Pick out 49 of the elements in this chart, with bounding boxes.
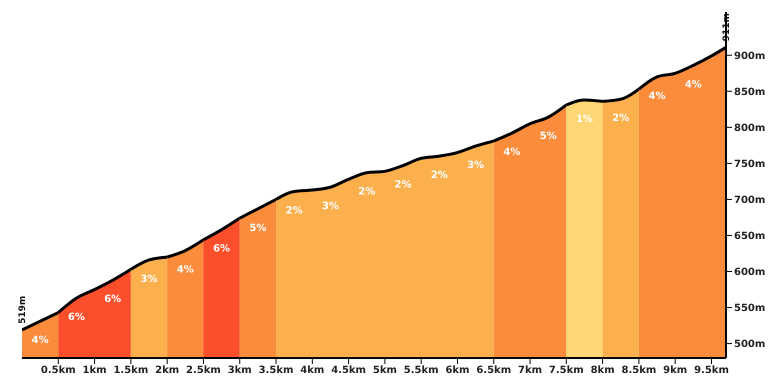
x-tick-label: 2.5km bbox=[186, 365, 221, 376]
annotation: 4% bbox=[684, 79, 702, 90]
annotation: 2% bbox=[430, 170, 448, 182]
x-tick-label: 4km bbox=[300, 365, 324, 376]
annotation: 6% bbox=[213, 244, 230, 255]
x-tick-label: 2km bbox=[155, 365, 180, 376]
y-tick-label: 900m bbox=[734, 50, 766, 62]
annotation: 5% bbox=[540, 131, 557, 142]
x-tick-label: 6km bbox=[445, 365, 470, 376]
x-tick-label: 5km bbox=[372, 365, 397, 376]
y-tick-label: 650m bbox=[734, 231, 766, 242]
annotation: 519m bbox=[18, 296, 28, 324]
annotation: 3% bbox=[140, 274, 158, 285]
annotation: 2% bbox=[612, 113, 630, 124]
x-tick-label: 9km bbox=[663, 365, 688, 376]
x-tick-label: 7.5km bbox=[548, 365, 584, 376]
x-tick-label: 3.5km bbox=[258, 365, 294, 376]
y-tick-label: 500m bbox=[734, 339, 766, 350]
annotation: 6% bbox=[68, 312, 85, 324]
annotation: 4% bbox=[503, 147, 520, 158]
x-tick-label: 1.5km bbox=[113, 365, 148, 376]
annotation: 5% bbox=[249, 222, 266, 234]
x-tick-label: 0.5km bbox=[40, 365, 76, 376]
x-tick-label: 1km bbox=[82, 365, 107, 376]
annotation: 911m bbox=[722, 13, 732, 42]
x-tick-label: 4.5km bbox=[331, 365, 366, 376]
annotation: 3% bbox=[467, 160, 484, 172]
annotation: 4% bbox=[176, 264, 194, 276]
x-tick-label: 6.5km bbox=[476, 365, 512, 376]
y-tick-label: 800m bbox=[734, 122, 766, 134]
annotation: 1% bbox=[576, 114, 593, 125]
annotation: 2% bbox=[394, 180, 412, 191]
x-tick-label: 3km bbox=[228, 365, 252, 376]
x-tick-label: 9.5km bbox=[694, 365, 729, 376]
x-tick-label: 7km bbox=[518, 365, 542, 376]
y-tick-label: 600m bbox=[734, 267, 766, 278]
y-tick-label: 550m bbox=[734, 303, 766, 314]
y-tick-label: 700m bbox=[734, 194, 766, 206]
annotation: 4% bbox=[32, 335, 49, 346]
y-tick-label: 750m bbox=[734, 158, 766, 170]
x-tick-label: 8km bbox=[590, 365, 615, 376]
annotation: 3% bbox=[322, 201, 339, 212]
y-tick-label: 850m bbox=[734, 86, 766, 98]
annotation: 6% bbox=[104, 294, 122, 306]
x-tick-label: 5.5km bbox=[404, 365, 439, 376]
annotation: 2% bbox=[286, 205, 303, 216]
x-tick-label: 8.5km bbox=[622, 365, 656, 376]
annotation: 2% bbox=[358, 186, 376, 198]
annotation: 4% bbox=[648, 90, 666, 102]
